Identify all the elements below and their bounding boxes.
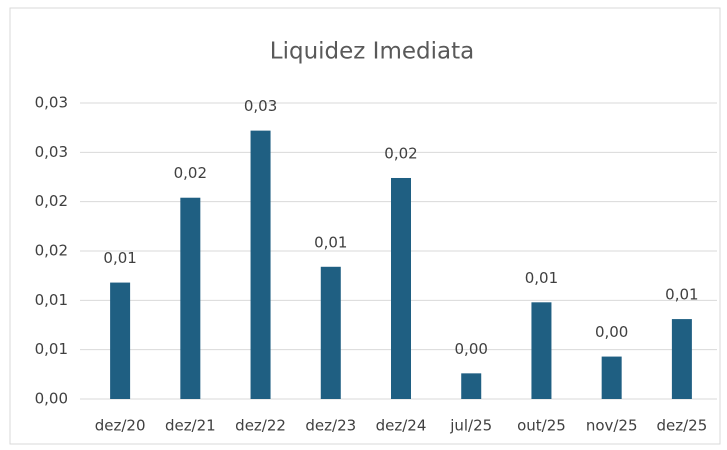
x-tick-label: dez/24 [376,417,427,435]
data-label: 0,01 [525,269,558,287]
data-label: 0,01 [103,249,136,267]
x-tick-label: dez/23 [305,417,356,435]
data-label: 0,01 [314,233,347,251]
chart-title: Liquidez Imediata [270,39,474,65]
bar [671,319,692,399]
bar [180,197,201,399]
bar [391,177,411,399]
x-tick-label: dez/21 [165,417,216,435]
data-label: 0,02 [384,144,417,162]
x-tick-label: dez/25 [657,417,708,435]
data-label: 0,02 [174,164,207,182]
y-tick-label: 0,01 [35,340,68,358]
bar [320,266,341,399]
y-tick-label: 0,00 [35,390,68,408]
data-label: 0,03 [244,97,277,115]
data-label: 0,00 [455,340,488,358]
y-tick-label: 0,01 [35,291,68,309]
y-tick-label: 0,03 [35,143,68,161]
bar [110,282,131,399]
x-tick-label: dez/22 [235,417,286,435]
x-tick-label: nov/25 [586,417,638,435]
y-tick-label: 0,02 [35,192,68,210]
y-tick-label: 0,02 [35,242,68,260]
x-tick-label: jul/25 [449,417,492,435]
data-label: 0,00 [595,323,628,341]
bar [250,130,271,400]
bar [601,356,622,399]
y-tick-label: 0,03 [35,94,68,112]
bar [461,373,482,399]
x-tick-label: out/25 [517,417,566,435]
data-label: 0,01 [665,286,698,304]
bar [531,302,552,399]
x-tick-label: dez/20 [95,417,146,435]
